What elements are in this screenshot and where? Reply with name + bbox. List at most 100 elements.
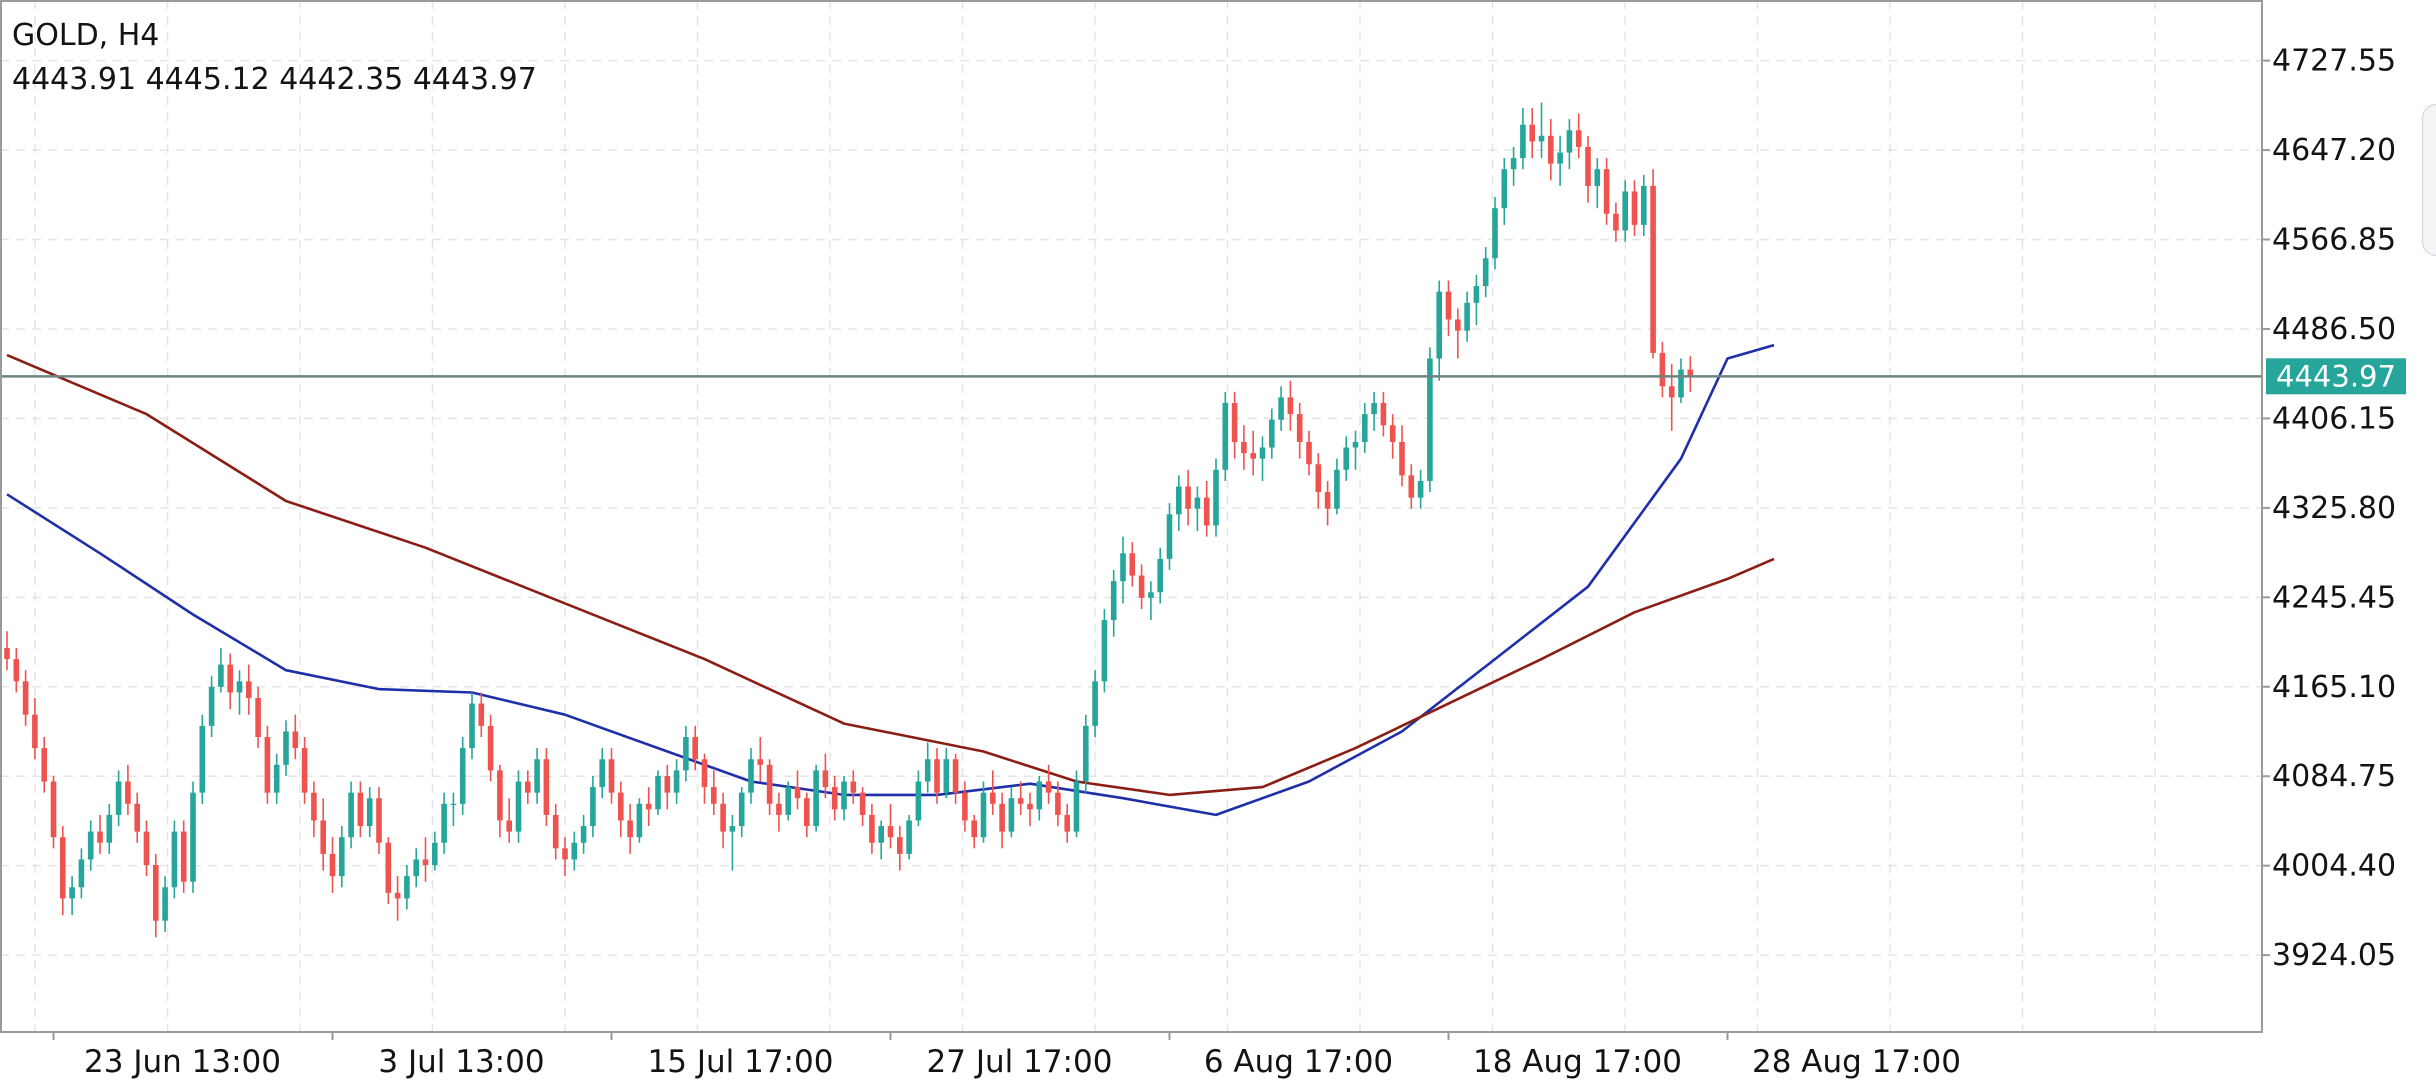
side-panel-handle[interactable] [2422,104,2436,256]
candle [1464,291,1470,342]
candle-body [1362,414,1368,442]
candle-body [1427,358,1433,481]
candle-body [115,781,122,815]
y-tick-label: 4406.15 [2272,401,2396,436]
candle-body [618,792,624,821]
candle-body [1120,553,1126,582]
candle [366,787,373,838]
candle [69,876,75,916]
candle-body [1055,792,1061,815]
candle-body [97,831,103,843]
candle [1380,391,1387,437]
candle [1417,469,1424,509]
candle [1492,197,1498,270]
candle-body [543,759,550,815]
candle-body [190,792,196,882]
candle [283,720,289,776]
candle [487,714,494,782]
candle-body [1166,514,1173,559]
candle [636,798,643,843]
candle-body [515,781,522,832]
candle [1687,356,1694,392]
candle-body [1389,425,1396,442]
candle-body [218,664,224,687]
candle [1231,391,1238,459]
candle [1324,480,1331,526]
candle-body [1631,191,1638,225]
candle [459,736,466,815]
candle [1548,119,1554,181]
candle-body [627,820,633,838]
candle [618,781,624,838]
candle-body [1538,135,1545,142]
candle-body [422,859,429,866]
candle-body [878,826,884,843]
candle-body [1008,798,1015,832]
candle [869,803,875,854]
candle [711,770,717,815]
candle-body [738,792,745,827]
candle [655,770,661,815]
x-axis[interactable]: 23 Jun 13:00 3 Jul 13:00 15 Jul 17:00 27 Ju… [52,1032,1962,1080]
symbol-title: GOLD, H4 [12,18,160,53]
candle-body [934,759,940,793]
candle-body [552,814,559,849]
candle [627,803,633,854]
candle [645,787,652,827]
candle-body [13,659,20,682]
candle-body [534,759,540,793]
last-price-tag [2266,358,2406,395]
candle [776,792,782,832]
candle [469,692,475,760]
candle [1213,458,1219,537]
candle [859,787,866,827]
candle-body [841,781,847,810]
candle-body [1148,592,1154,598]
candle [339,826,345,888]
y-axis[interactable]: 4727.55 4647.20 4566.85 4486.50 4406.15 4325.… [2262,44,2396,974]
candle [1315,453,1322,509]
candle-body [78,859,85,888]
candle [106,803,113,854]
candle-body [701,759,708,788]
candle [311,781,317,838]
candle-body [562,848,568,860]
candle-body [915,781,922,821]
candle [1064,803,1070,843]
candle [1138,564,1145,609]
candle-body [1687,369,1694,377]
candle [785,781,791,821]
candle [218,647,224,693]
candle-body [794,787,801,799]
y-tick-label: 3924.05 [2272,938,2396,973]
candle-body [1101,620,1108,682]
candle [887,803,894,849]
candle-body [1650,185,1656,353]
candle-body [255,698,261,737]
candle [794,770,801,810]
candle [590,775,596,838]
candle-body [1585,146,1591,186]
candle [1389,414,1396,459]
candle-body [236,681,243,693]
candle-body [1278,397,1284,420]
candle-body [162,887,168,921]
candle-body [1324,492,1331,509]
candle [1278,386,1284,431]
candle-body [1566,130,1573,153]
candle-body [227,664,233,693]
candle-body [1129,553,1136,576]
candle-body [683,736,689,771]
candle [1222,391,1229,481]
candle [348,781,354,849]
candle [1408,464,1415,509]
candle-body [1482,258,1489,287]
x-tick-label: 23 Jun 13:00 [84,1044,281,1080]
candle [720,792,726,849]
x-tick-label: 18 Aug 17:00 [1473,1044,1682,1080]
candle-body [366,798,373,827]
candle-body [1548,135,1554,164]
candle-body [301,748,308,793]
